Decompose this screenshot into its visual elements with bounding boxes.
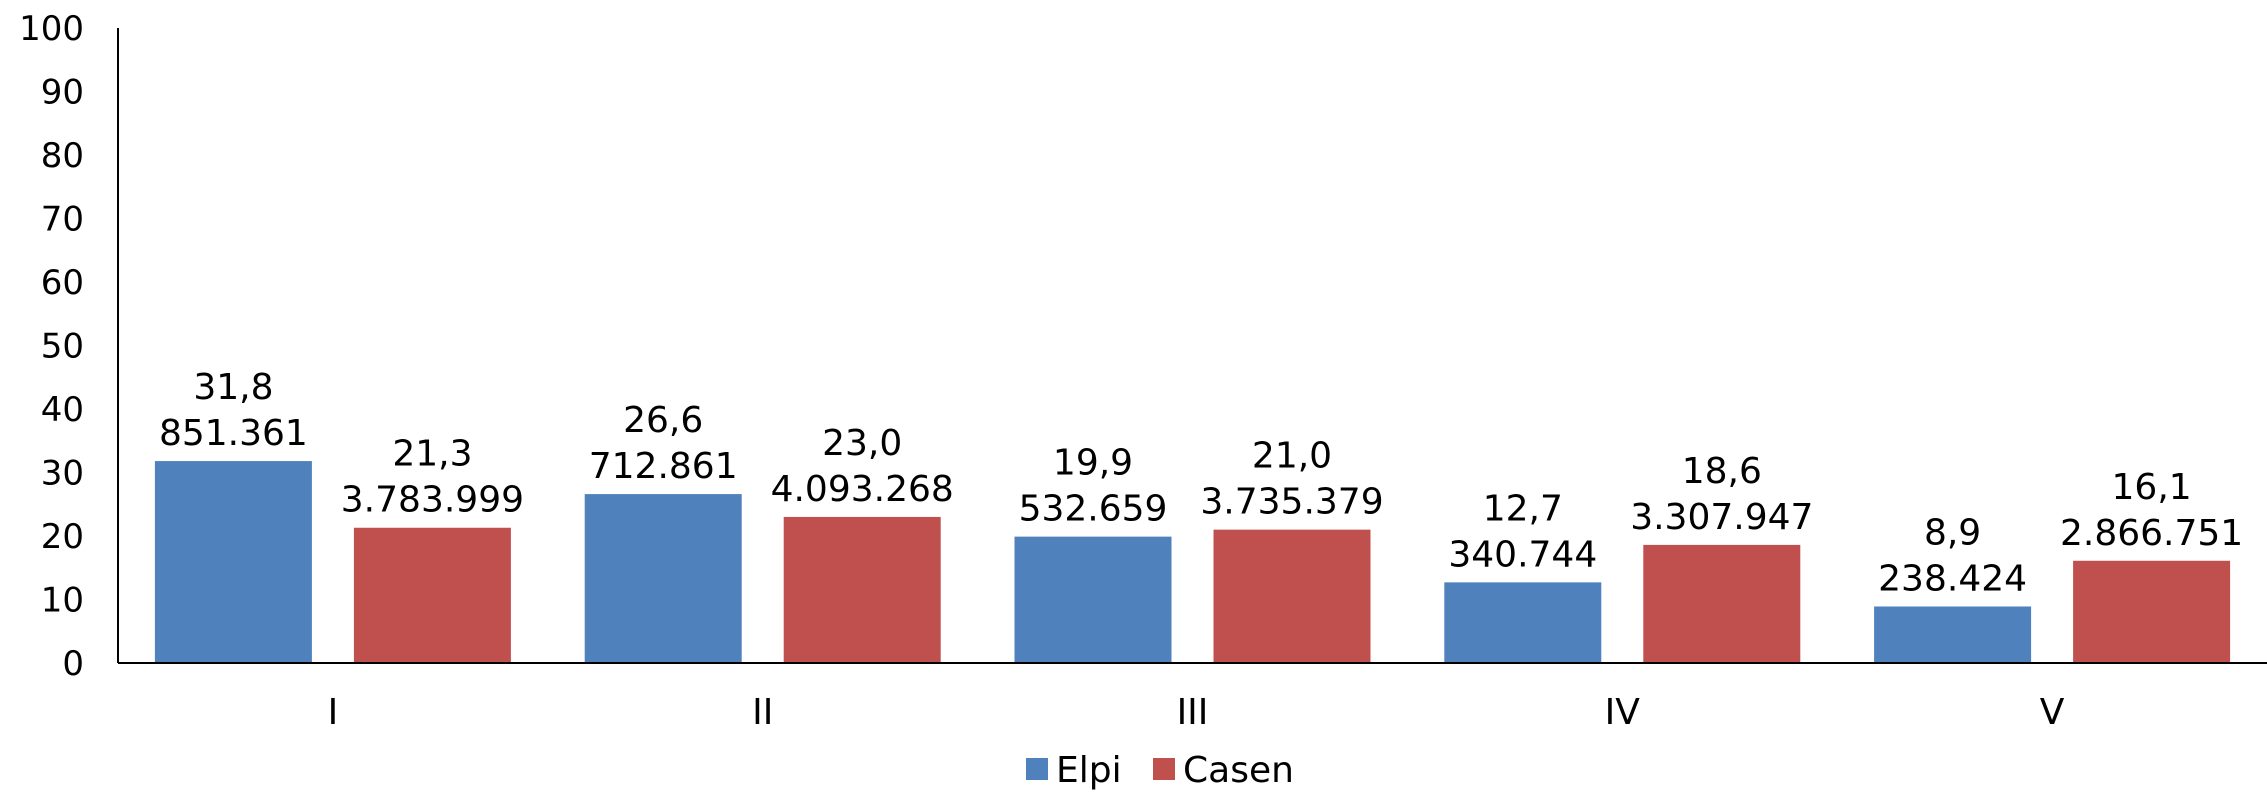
bars — [154, 461, 2231, 663]
count-label-elpi-IV: 340.744 — [1448, 534, 1597, 575]
x-tick-label-II: II — [752, 692, 773, 733]
bar-elpi-IV — [1444, 582, 1602, 663]
bar-casen-IV — [1643, 544, 1801, 663]
count-label-elpi-III: 532.659 — [1019, 489, 1168, 530]
count-label-casen-V: 2.866.751 — [2060, 513, 2243, 554]
value-label-casen-IV: 18,6 — [1682, 451, 1762, 492]
legend-swatch-casen — [1153, 758, 1175, 780]
count-label-casen-I: 3.783.999 — [341, 480, 524, 521]
bar-elpi-III — [1014, 536, 1172, 663]
count-label-elpi-I: 851.361 — [159, 413, 308, 454]
y-tick-label-6: 60 — [41, 263, 84, 303]
legend-swatch-elpi — [1026, 758, 1048, 780]
y-tick-label-5: 50 — [41, 327, 84, 367]
value-label-elpi-II: 26,6 — [623, 400, 703, 441]
y-tick-label-2: 20 — [41, 517, 84, 557]
value-label-elpi-IV: 12,7 — [1483, 488, 1563, 529]
x-tick-label-I: I — [328, 692, 339, 733]
value-label-elpi-III: 19,9 — [1053, 443, 1133, 484]
y-tick-label-10: 100 — [19, 9, 84, 49]
value-label-casen-III: 21,0 — [1252, 436, 1332, 477]
count-label-casen-IV: 3.307.947 — [1630, 497, 1813, 538]
count-label-elpi-V: 238.424 — [1878, 558, 2027, 599]
value-label-casen-V: 16,1 — [2112, 467, 2192, 508]
bar-casen-III — [1213, 529, 1371, 663]
y-tick-label-4: 40 — [41, 390, 84, 430]
y-axis-ticks: 0 10 20 30 40 50 60 70 80 90 100 — [19, 9, 84, 684]
x-tick-label-V: V — [2040, 692, 2065, 733]
x-axis-labels: I II III IV V — [328, 692, 2065, 733]
value-label-casen-I: 21,3 — [392, 434, 472, 475]
x-tick-label-III: III — [1177, 692, 1209, 733]
y-tick-label-8: 80 — [41, 136, 84, 176]
x-tick-label-IV: IV — [1605, 692, 1641, 733]
bar-casen-V — [2073, 560, 2231, 663]
value-label-casen-II: 23,0 — [822, 423, 902, 464]
bar-elpi-I — [154, 461, 312, 663]
bar-casen-II — [783, 516, 941, 663]
bar-elpi-V — [1874, 606, 2032, 663]
count-label-casen-II: 4.093.268 — [771, 469, 954, 510]
legend-label-casen: Casen — [1183, 750, 1294, 791]
y-tick-label-0: 0 — [62, 644, 84, 684]
count-label-casen-III: 3.735.379 — [1200, 482, 1383, 523]
value-label-elpi-V: 8,9 — [1924, 512, 1981, 553]
data-labels: 851.361 31,8 3.783.999 21,3 712.861 26,6 4.093… — [159, 367, 2243, 599]
y-tick-label-1: 10 — [41, 581, 84, 621]
value-label-elpi-I: 31,8 — [193, 367, 273, 408]
bar-casen-I — [353, 527, 511, 663]
legend: Elpi Casen — [1026, 750, 1294, 791]
legend-label-elpi: Elpi — [1056, 750, 1122, 791]
count-label-elpi-II: 712.861 — [589, 446, 738, 487]
y-tick-label-7: 70 — [41, 200, 84, 240]
y-tick-label-3: 30 — [41, 454, 84, 494]
bar-elpi-II — [584, 494, 742, 663]
y-tick-label-9: 90 — [41, 73, 84, 113]
